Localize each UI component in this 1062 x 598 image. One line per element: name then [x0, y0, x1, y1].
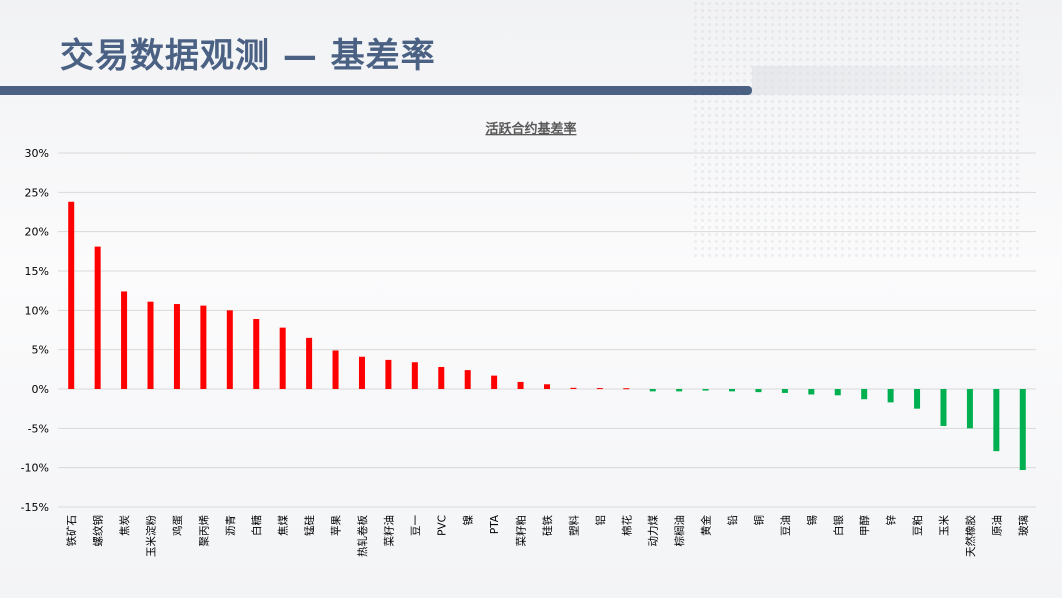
x-tick-label: 黄金 — [700, 515, 713, 536]
x-tick-label: 玉米淀粉 — [145, 515, 158, 557]
bar — [702, 389, 709, 391]
x-tick-label: 棕榈油 — [673, 515, 686, 547]
bar — [464, 370, 471, 389]
x-tick-label: 豆油 — [779, 515, 792, 536]
bar — [200, 305, 207, 389]
bar — [729, 389, 736, 392]
x-tick-label: 白糖 — [250, 515, 263, 536]
y-tick-label: -15% — [21, 501, 49, 514]
x-tick-label: 镍 — [462, 515, 475, 526]
bar — [596, 388, 603, 390]
x-tick-label: 铜 — [753, 515, 765, 526]
bar — [1019, 389, 1026, 471]
y-tick-label: 15% — [25, 265, 49, 278]
bar — [755, 389, 762, 393]
x-tick-label: 塑料 — [567, 515, 580, 536]
bar — [279, 327, 286, 389]
title-underline-bar — [0, 86, 752, 95]
bar — [676, 389, 683, 392]
gridlines — [58, 152, 1036, 508]
bar — [544, 384, 550, 389]
bar — [491, 375, 498, 389]
bar — [358, 356, 365, 389]
bar — [385, 359, 392, 389]
x-tick-label: 螺纹钢 — [92, 515, 105, 547]
x-tick-label: 豆一 — [410, 515, 422, 536]
bar — [781, 389, 788, 393]
x-tick-label: 硅铁 — [541, 515, 554, 536]
x-tick-label: 甲醇 — [858, 515, 871, 536]
bar — [121, 291, 128, 389]
x-tick-label: 菜籽油 — [382, 515, 395, 547]
slide-title: 交易数据观测 — 基差率 — [60, 36, 436, 76]
bar — [253, 318, 260, 389]
x-tick-label: 焦煤 — [277, 515, 290, 536]
y-axis-labels: 30% 25% 20% 15% 10% 5% 0% -5% -10% -15% — [21, 147, 49, 514]
bar — [966, 389, 973, 429]
x-tick-label: 天然橡胶 — [964, 515, 977, 557]
x-tick-label: 聚丙烯 — [197, 515, 210, 547]
x-tick-label: 白银 — [832, 515, 845, 536]
y-tick-label: 5% — [32, 344, 49, 357]
bar — [68, 201, 75, 389]
x-tick-label: 铝 — [594, 515, 607, 526]
x-tick-label: 鸡蛋 — [171, 515, 184, 536]
bar — [914, 389, 921, 409]
x-tick-label: 玻璃 — [1017, 515, 1030, 536]
x-tick-label: 菜籽粕 — [515, 515, 528, 547]
world-map-dots-decoration — [692, 0, 1022, 260]
y-tick-label: -10% — [21, 462, 49, 475]
bars — [68, 201, 1026, 471]
bar — [623, 388, 630, 390]
bar — [887, 389, 894, 403]
bar — [834, 389, 841, 396]
bar — [808, 389, 815, 395]
bar — [226, 310, 233, 389]
bar — [332, 350, 339, 389]
x-tick-label: 原油 — [990, 515, 1003, 536]
x-tick-label: 棉花 — [620, 515, 633, 536]
bar — [147, 301, 154, 389]
y-tick-label: 20% — [25, 226, 49, 239]
x-tick-label: 热轧卷板 — [356, 515, 369, 557]
bar — [173, 304, 180, 389]
bar — [993, 389, 1000, 452]
x-tick-label: 铁矿石 — [65, 515, 78, 547]
x-tick-label: 苹果 — [330, 515, 343, 536]
bar — [438, 366, 445, 389]
x-tick-label: 动力煤 — [647, 515, 660, 547]
x-tick-label: PVC — [436, 515, 448, 536]
x-tick-label: 锰硅 — [303, 515, 316, 536]
bar — [306, 337, 313, 389]
bar — [861, 389, 868, 400]
x-tick-label: 沥青 — [224, 515, 237, 536]
x-tick-label: 锌 — [885, 515, 898, 526]
bar — [649, 389, 656, 392]
x-tick-label: 豆粕 — [911, 515, 924, 536]
x-tick-label: PTA — [489, 514, 501, 534]
y-tick-label: -5% — [28, 422, 49, 435]
x-axis-labels: 铁矿石 螺纹钢 焦炭 玉米淀粉 鸡蛋 聚丙烯 沥青 白糖 焦煤 锰硅 苹果 热轧卷板 菜籽油 豆一 PVC 镍… — [65, 514, 1030, 557]
bar — [570, 387, 577, 389]
bar — [940, 389, 947, 426]
bar — [411, 362, 418, 389]
y-tick-label: 0% — [32, 383, 49, 396]
x-tick-label: 铅 — [726, 515, 739, 526]
y-tick-label: 25% — [25, 186, 49, 199]
chart-title: 活跃合约基差率 — [485, 121, 576, 137]
bar — [94, 246, 101, 389]
bar — [517, 381, 524, 389]
y-tick-label: 10% — [25, 304, 49, 317]
y-tick-label: 30% — [25, 147, 49, 160]
title-underline-fade — [752, 66, 1062, 95]
x-tick-label: 锡 — [805, 515, 818, 526]
x-tick-label: 玉米 — [937, 515, 950, 536]
x-tick-label: 焦炭 — [118, 515, 131, 536]
